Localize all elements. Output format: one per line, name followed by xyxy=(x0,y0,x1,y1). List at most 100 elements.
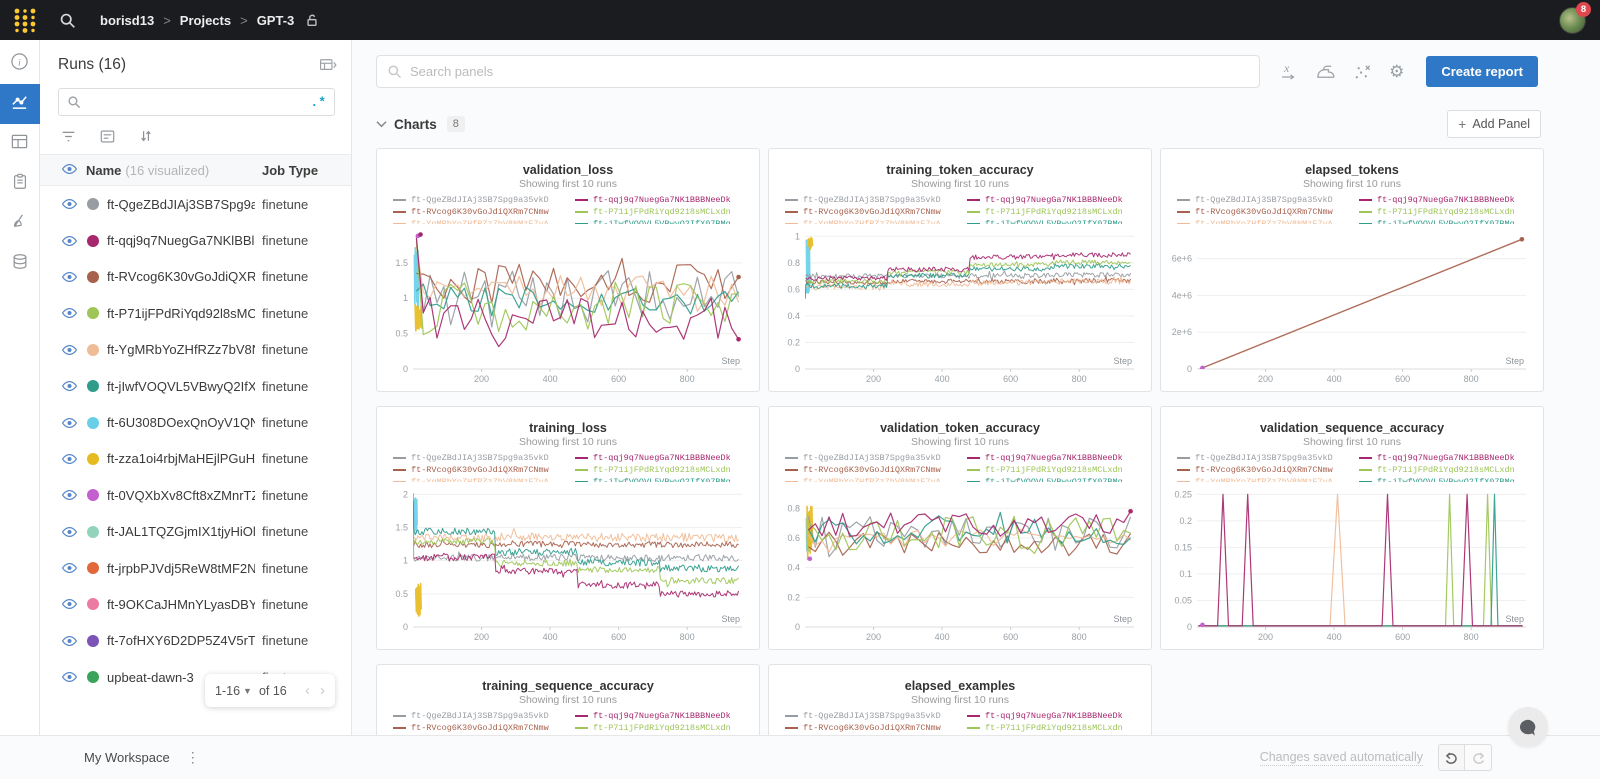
eye-icon[interactable] xyxy=(61,163,78,178)
chevron-down-icon[interactable]: ▼ xyxy=(243,685,252,696)
breadcrumb-projects[interactable]: Projects xyxy=(179,12,232,28)
run-row[interactable]: ft-jIwfVOQVL5VBwyQ2IfX finetune xyxy=(40,368,351,404)
run-row[interactable]: ft-0VQXbXv8Cft8xZMnrTZ finetune xyxy=(40,477,351,513)
legend-item: ft-QgeZBdJIAj3SB7Spg9a35vkD xyxy=(393,194,561,206)
visibility-eye-icon[interactable] xyxy=(62,344,77,356)
chevron-down-icon[interactable] xyxy=(376,120,387,128)
breadcrumb-user[interactable]: borisd13 xyxy=(100,12,155,28)
notification-badge[interactable]: 8 xyxy=(1576,1,1591,17)
run-color-dot xyxy=(87,380,99,393)
run-row[interactable]: ft-9OKCaJHMnYLyasDBYF finetune xyxy=(40,586,351,622)
page-range[interactable]: 1-16 xyxy=(215,683,241,698)
chart-panel[interactable]: elapsed_examples Showing first 10 runs f… xyxy=(768,664,1152,735)
run-row[interactable]: ft-qqj9q7NuegGa7NKlBBl finetune xyxy=(40,222,351,258)
visibility-eye-icon[interactable] xyxy=(62,380,77,392)
redo-icon[interactable] xyxy=(1465,744,1492,771)
create-report-button[interactable]: Create report xyxy=(1426,56,1538,87)
run-row[interactable]: ft-JAL1TQZGjmIX1tjyHiOl finetune xyxy=(40,514,351,550)
run-name[interactable]: ft-JAL1TQZGjmIX1tjyHiOl xyxy=(107,524,255,540)
chart-panel[interactable]: validation_token_accuracy Showing first … xyxy=(768,406,1152,650)
chart-panel[interactable]: training_sequence_accuracy Showing first… xyxy=(376,664,760,735)
next-page-icon[interactable]: › xyxy=(320,682,325,699)
run-name[interactable]: ft-RVcog6K30vGoJdiQXRr xyxy=(107,269,255,285)
run-name[interactable]: ft-YgMRbYoZHfRZz7bV8Nl xyxy=(107,342,255,358)
visibility-eye-icon[interactable] xyxy=(62,235,77,247)
name-column-header[interactable]: Name xyxy=(86,162,122,178)
sidebar-item-artifacts[interactable] xyxy=(0,244,40,284)
runs-search-box[interactable]: .* xyxy=(58,88,335,116)
run-name[interactable]: ft-0VQXbXv8Cft8xZMnrTZ xyxy=(107,487,255,503)
chart-panel[interactable]: training_loss Showing first 10 runs ft-Q… xyxy=(376,406,760,650)
panel-search-input[interactable] xyxy=(410,64,1250,79)
visibility-eye-icon[interactable] xyxy=(62,417,77,429)
run-row[interactable]: ft-P71ijFPdRiYqd92l8sMC finetune xyxy=(40,295,351,331)
chart-panel[interactable]: training_token_accuracy Showing first 10… xyxy=(768,148,1152,392)
run-name[interactable]: ft-jrpbPJVdj5ReW8tMF2N xyxy=(107,560,255,576)
run-row[interactable]: ft-jrpbPJVdj5ReW8tMF2N finetune xyxy=(40,550,351,586)
breadcrumb-project[interactable]: GPT-3 xyxy=(256,12,295,28)
run-row[interactable]: ft-YgMRbYoZHfRZz7bV8Nl finetune xyxy=(40,332,351,368)
svg-text:600: 600 xyxy=(1395,374,1410,384)
sidebar-item-workspace[interactable] xyxy=(0,84,40,124)
run-name[interactable]: ft-QgeZBdJIAj3SB7Spg9a xyxy=(107,196,255,212)
job-type-column-header[interactable]: Job Type xyxy=(262,162,319,178)
undo-icon[interactable] xyxy=(1438,744,1465,771)
kebab-menu-icon[interactable]: ⋮ xyxy=(185,749,200,765)
prev-page-icon[interactable]: ‹ xyxy=(305,682,310,699)
run-name[interactable]: ft-9OKCaJHMnYLyasDBYF xyxy=(107,596,255,612)
sidebar-item-table[interactable] xyxy=(0,124,40,164)
sidebar-item-overview[interactable]: i xyxy=(0,44,40,84)
visibility-eye-icon[interactable] xyxy=(62,562,77,574)
run-row[interactable]: ft-zza1oi4rbjMaHEjlPGuH finetune xyxy=(40,441,351,477)
visibility-eye-icon[interactable] xyxy=(62,671,77,683)
filter-icon[interactable] xyxy=(60,129,77,144)
sidebar-item-jobs[interactable] xyxy=(0,164,40,204)
visibility-eye-icon[interactable] xyxy=(62,307,77,319)
chart-panel[interactable]: elapsed_tokens Showing first 10 runs ft-… xyxy=(1160,148,1544,392)
chat-bubble-icon[interactable] xyxy=(1508,707,1548,747)
legend-run-name: ft-RVcog6K30vGoJdiQXRm7CNmw xyxy=(803,723,941,733)
svg-text:600: 600 xyxy=(1003,374,1018,384)
legend-run-name: ft-QgeZBdJIAj3SB7Spg9a35vkD xyxy=(411,453,549,463)
run-name[interactable]: ft-zza1oi4rbjMaHEjlPGuH xyxy=(107,451,255,467)
run-row[interactable]: ft-RVcog6K30vGoJdiQXRr finetune xyxy=(40,259,351,295)
svg-text:800: 800 xyxy=(680,632,695,642)
legend-dash xyxy=(967,457,980,459)
sidebar-item-sweeps[interactable] xyxy=(0,204,40,244)
visibility-eye-icon[interactable] xyxy=(62,489,77,501)
run-name[interactable]: upbeat-dawn-3 xyxy=(107,669,194,685)
charts-section-label[interactable]: Charts xyxy=(394,116,437,132)
run-name[interactable]: ft-qqj9q7NuegGa7NKlBBl xyxy=(107,233,255,249)
run-name[interactable]: ft-7ofHXY6D2DP5Z4V5rTv xyxy=(107,633,255,649)
chart-panel[interactable]: validation_loss Showing first 10 runs ft… xyxy=(376,148,760,392)
regex-toggle[interactable]: .* xyxy=(310,94,326,110)
visibility-eye-icon[interactable] xyxy=(62,598,77,610)
visibility-eye-icon[interactable] xyxy=(62,526,77,538)
search-icon[interactable] xyxy=(59,12,76,29)
runs-search-input[interactable] xyxy=(87,95,311,109)
sort-icon[interactable] xyxy=(138,128,154,144)
visibility-eye-icon[interactable] xyxy=(62,271,77,283)
run-name[interactable]: ft-6U308DOexQnOyV1QN xyxy=(107,415,255,431)
group-icon[interactable] xyxy=(99,129,116,144)
smoothing-iron-icon[interactable] xyxy=(1315,63,1336,81)
x-axis-icon[interactable]: x xyxy=(1278,62,1298,81)
visibility-eye-icon[interactable] xyxy=(62,198,77,210)
run-row[interactable]: ft-7ofHXY6D2DP5Z4V5rTv finetune xyxy=(40,623,351,659)
run-row[interactable]: ft-QgeZBdJIAj3SB7Spg9a finetune xyxy=(40,186,351,222)
chart-panel[interactable]: validation_sequence_accuracy Showing fir… xyxy=(1160,406,1544,650)
run-name[interactable]: ft-jIwfVOQVL5VBwyQ2IfX xyxy=(107,378,255,394)
add-panel-button[interactable]: + Add Panel xyxy=(1447,110,1541,138)
settings-gear-icon[interactable]: ⚙ xyxy=(1389,62,1405,81)
outliers-icon[interactable] xyxy=(1353,63,1372,81)
runs-table-expand-icon[interactable] xyxy=(319,58,337,72)
chart-subtitle: Showing first 10 runs xyxy=(518,694,618,706)
panel-search-box[interactable] xyxy=(376,55,1261,88)
wandb-logo[interactable] xyxy=(13,7,37,33)
run-name[interactable]: ft-P71ijFPdRiYqd92l8sMC xyxy=(107,305,255,321)
svg-text:800: 800 xyxy=(1072,374,1087,384)
visibility-eye-icon[interactable] xyxy=(62,635,77,647)
run-row[interactable]: ft-6U308DOexQnOyV1QN finetune xyxy=(40,404,351,440)
workspace-selector[interactable]: My Workspace xyxy=(84,750,170,765)
visibility-eye-icon[interactable] xyxy=(62,453,77,465)
